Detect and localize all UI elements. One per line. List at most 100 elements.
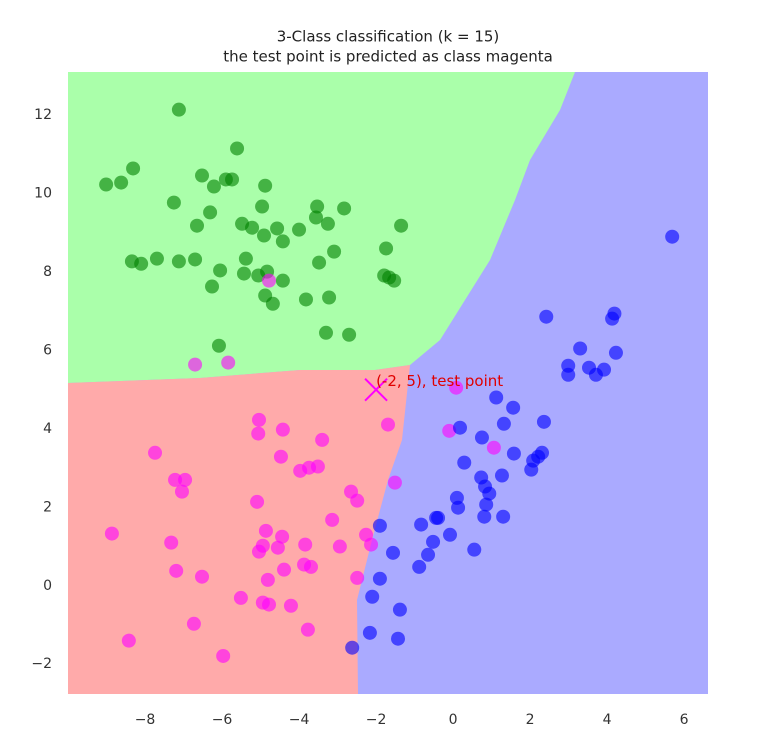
point xyxy=(255,199,270,214)
point xyxy=(195,569,210,584)
point xyxy=(171,254,186,269)
point xyxy=(195,168,210,183)
point xyxy=(431,510,446,525)
point xyxy=(453,420,468,435)
point xyxy=(379,241,394,256)
point xyxy=(449,380,464,395)
point xyxy=(561,367,576,382)
point xyxy=(477,509,492,524)
y-tick-label: 2 xyxy=(43,499,52,515)
y-tick-label: −2 xyxy=(31,656,52,672)
point xyxy=(250,494,265,509)
y-tick-label: 10 xyxy=(34,186,52,202)
point xyxy=(325,512,340,527)
x-tick-label: 6 xyxy=(680,712,689,728)
point xyxy=(524,462,539,477)
point xyxy=(315,432,330,447)
point xyxy=(121,633,136,648)
point xyxy=(345,640,360,655)
point xyxy=(332,539,347,554)
point xyxy=(205,279,220,294)
point xyxy=(168,472,183,487)
point xyxy=(386,545,401,560)
point xyxy=(262,273,277,288)
point xyxy=(479,497,494,512)
point xyxy=(186,616,201,631)
point xyxy=(203,205,218,220)
point xyxy=(496,509,511,524)
point xyxy=(391,631,406,646)
chart-subtitle: the test point is predicted as class mag… xyxy=(223,48,553,66)
point xyxy=(245,220,260,235)
point xyxy=(300,622,315,637)
point xyxy=(221,355,236,370)
point xyxy=(350,493,365,508)
point xyxy=(283,598,298,613)
point xyxy=(298,292,313,307)
point xyxy=(362,625,377,640)
point xyxy=(211,338,226,353)
y-tick-label: 4 xyxy=(43,421,52,437)
point xyxy=(265,296,280,311)
point xyxy=(230,141,245,156)
point xyxy=(573,341,588,356)
test-point xyxy=(364,377,388,402)
point xyxy=(489,390,504,405)
x-tick-label: 4 xyxy=(603,712,612,728)
point xyxy=(258,178,273,193)
point xyxy=(364,537,379,552)
point xyxy=(251,544,266,559)
point xyxy=(327,244,342,259)
x-tick-label: −4 xyxy=(289,712,310,728)
point xyxy=(275,234,290,249)
point xyxy=(608,345,623,360)
point xyxy=(169,563,184,578)
point xyxy=(365,589,380,604)
point xyxy=(303,559,318,574)
point xyxy=(496,416,511,431)
point xyxy=(260,572,275,587)
point xyxy=(372,518,387,533)
point xyxy=(474,430,489,445)
point xyxy=(467,542,482,557)
y-tick-label: 6 xyxy=(43,342,52,358)
point xyxy=(251,412,266,427)
y-tick-label: 12 xyxy=(34,107,52,123)
point xyxy=(387,475,402,490)
point xyxy=(149,251,164,266)
point xyxy=(382,270,397,285)
point xyxy=(426,534,441,549)
annotation: (-2, 5), test point xyxy=(376,372,503,390)
point xyxy=(322,290,337,305)
point xyxy=(257,228,272,243)
point xyxy=(238,251,253,266)
x-tick-label: −2 xyxy=(366,712,387,728)
point xyxy=(394,218,409,233)
point xyxy=(319,325,334,340)
point xyxy=(442,423,457,438)
chart-title: 3-Class classification (k = 15) xyxy=(277,28,500,46)
point xyxy=(213,263,228,278)
point xyxy=(451,500,466,515)
point xyxy=(350,570,365,585)
point xyxy=(277,562,292,577)
point xyxy=(206,179,221,194)
point xyxy=(421,547,436,562)
point xyxy=(148,445,163,460)
point xyxy=(104,526,119,541)
point xyxy=(539,309,554,324)
point xyxy=(270,540,285,555)
point xyxy=(506,446,521,461)
point xyxy=(275,529,290,544)
point xyxy=(216,648,231,663)
point xyxy=(337,201,352,216)
point xyxy=(236,266,251,281)
point xyxy=(188,252,203,267)
point xyxy=(270,221,285,236)
point xyxy=(310,199,325,214)
point xyxy=(605,311,620,326)
point xyxy=(412,559,427,574)
point xyxy=(457,455,472,470)
point xyxy=(251,426,266,441)
